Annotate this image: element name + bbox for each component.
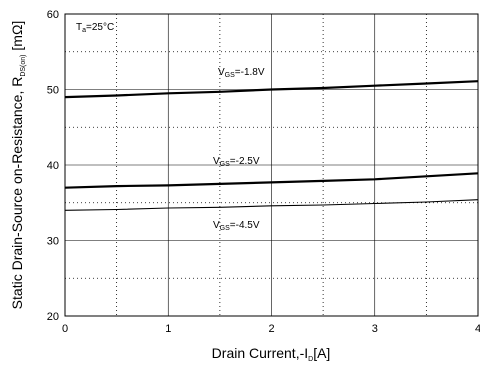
series [64,80,479,211]
y-tick-label: 20 [47,311,59,323]
y-tick-label: 40 [47,160,59,172]
x-tick-label: 2 [268,323,274,335]
plot-frame [64,13,479,317]
tick-labels: 0 1 2 3 4 20 30 40 50 60 [47,9,480,335]
x-tick-label: 1 [165,323,171,335]
condition-label: Ta=25°C [76,22,114,34]
x-tick-label: 0 [62,323,68,335]
y-tick-label: 50 [47,85,59,97]
y-axis-title: Static Drain-Source on-Resistance, RDS(o… [9,21,27,310]
series-label-3: VGS=-4.5V [213,220,260,232]
x-tick-label: 4 [475,323,480,335]
series-label-1: VGS=-1.8V [218,67,265,79]
y-tick-label: 30 [47,236,59,248]
series-line-3 [64,199,479,211]
x-axis-title: Drain Current,-ID[A] [212,345,331,363]
series-label-2: VGS=-2.5V [213,156,260,168]
series-line-1 [64,80,479,99]
series-line-2 [64,172,479,189]
grid [65,14,478,316]
y-tick-label: 60 [47,9,59,21]
x-tick-label: 3 [372,323,378,335]
